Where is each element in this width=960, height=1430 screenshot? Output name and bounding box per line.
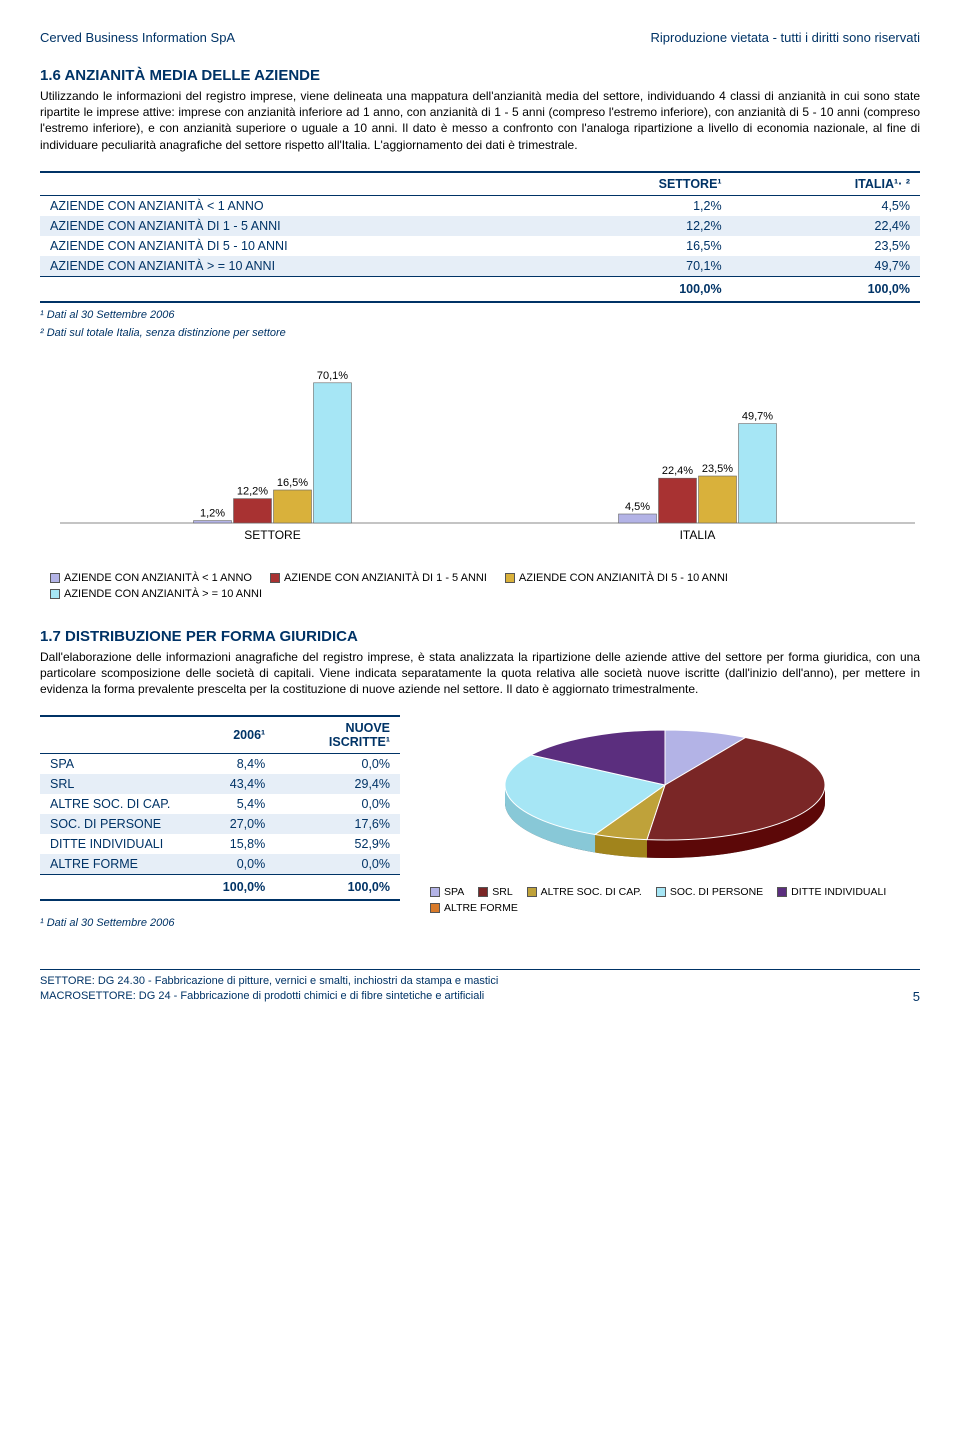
legend-item: SOC. DI PERSONE	[656, 886, 763, 898]
svg-text:22,4%: 22,4%	[662, 465, 693, 477]
s1-th-1: SETTORE¹	[524, 172, 732, 196]
section1-table: SETTORE¹ ITALIA¹· ² AZIENDE CON ANZIANIT…	[40, 171, 920, 303]
bar-chart-svg: 1,2% 12,2% 16,5% 70,1% SETTORE 4,5% 22,4% 23,5%…	[40, 363, 920, 563]
s2-th-0	[40, 716, 213, 754]
header-left: Cerved Business Information SpA	[40, 30, 235, 45]
svg-text:SETTORE: SETTORE	[244, 528, 300, 542]
pie-chart-wrap: SPA SRL ALTRE SOC. DI CAP. SOC. DI PERSONE D…	[430, 715, 920, 914]
table-row: AZIENDE CON ANZIANITÀ < 1 ANNO1,2%4,5%	[40, 195, 920, 216]
table-row: SRL43,4%29,4%	[40, 774, 400, 794]
page-footer: SETTORE: DG 24.30 - Fabbricazione di pit…	[40, 970, 920, 1004]
pie-chart-svg	[430, 715, 900, 875]
footer-line2: MACROSETTORE: DG 24 - Fabbricazione di p…	[40, 989, 498, 1004]
table-row: AZIENDE CON ANZIANITÀ DI 1 - 5 ANNI12,2%…	[40, 216, 920, 236]
s2-th-1: 2006¹	[213, 716, 275, 754]
footer-line1: SETTORE: DG 24.30 - Fabbricazione di pit…	[40, 974, 498, 989]
s1-footnote-1: ¹ Dati al 30 Settembre 2006	[40, 309, 920, 321]
section2-title: 1.7 DISTRIBUZIONE PER FORMA GIURIDICA	[40, 628, 920, 645]
legend-item: AZIENDE CON ANZIANITÀ > = 10 ANNI	[50, 588, 262, 600]
table-row: AZIENDE CON ANZIANITÀ > = 10 ANNI70,1%49…	[40, 256, 920, 277]
section2-body: Dall'elaborazione delle informazioni ana…	[40, 649, 920, 698]
table-row: DITTE INDIVIDUALI15,8%52,9%	[40, 834, 400, 854]
svg-text:1,2%: 1,2%	[200, 507, 225, 519]
legend-item: DITTE INDIVIDUALI	[777, 886, 886, 898]
s1-th-2: ITALIA¹· ²	[732, 172, 920, 196]
page-number: 5	[913, 989, 920, 1004]
svg-text:4,5%: 4,5%	[625, 501, 650, 513]
legend-item: SRL	[478, 886, 512, 898]
s2-th-2: NUOVE ISCRITTE¹	[275, 716, 400, 754]
legend-item: ALTRE FORME	[430, 902, 518, 914]
legend-item: SPA	[430, 886, 464, 898]
section2-table: 2006¹ NUOVE ISCRITTE¹ SPA8,4%0,0%SRL43,4…	[40, 715, 400, 901]
pie-legend: SPA SRL ALTRE SOC. DI CAP. SOC. DI PERSONE D…	[430, 886, 920, 914]
table-row: SPA8,4%0,0%	[40, 754, 400, 775]
table-total-row: 100,0%100,0%	[40, 276, 920, 302]
svg-text:49,7%: 49,7%	[742, 410, 773, 422]
page-header: Cerved Business Information SpA Riproduz…	[40, 30, 920, 45]
s2-footnote-1: ¹ Dati al 30 Settembre 2006	[40, 917, 400, 929]
svg-text:16,5%: 16,5%	[277, 477, 308, 489]
header-right: Riproduzione vietata - tutti i diritti s…	[650, 30, 920, 45]
legend-item: ALTRE SOC. DI CAP.	[527, 886, 642, 898]
table-row: ALTRE SOC. DI CAP.5,4%0,0%	[40, 794, 400, 814]
svg-text:12,2%: 12,2%	[237, 485, 268, 497]
svg-text:23,5%: 23,5%	[702, 463, 733, 475]
table-total-row: 100,0%100,0%	[40, 875, 400, 901]
table-row: ALTRE FORME0,0%0,0%	[40, 854, 400, 875]
legend-item: AZIENDE CON ANZIANITÀ < 1 ANNO	[50, 572, 252, 584]
legend-item: AZIENDE CON ANZIANITÀ DI 1 - 5 ANNI	[270, 572, 487, 584]
svg-text:70,1%: 70,1%	[317, 370, 348, 382]
s1-th-0	[40, 172, 524, 196]
section1-title: 1.6 ANZIANITÀ MEDIA DELLE AZIENDE	[40, 67, 920, 84]
table-row: AZIENDE CON ANZIANITÀ DI 5 - 10 ANNI16,5…	[40, 236, 920, 256]
s1-footnote-2: ² Dati sul totale Italia, senza distinzi…	[40, 327, 920, 339]
section1-chart: 1,2% 12,2% 16,5% 70,1% SETTORE 4,5% 22,4% 23,5%…	[40, 363, 920, 600]
section1-body: Utilizzando le informazioni del registro…	[40, 88, 920, 153]
svg-text:ITALIA: ITALIA	[680, 528, 716, 542]
legend-item: AZIENDE CON ANZIANITÀ DI 5 - 10 ANNI	[505, 572, 728, 584]
table-row: SOC. DI PERSONE27,0%17,6%	[40, 814, 400, 834]
bar-chart-legend: AZIENDE CON ANZIANITÀ < 1 ANNO AZIENDE CO…	[40, 572, 920, 600]
